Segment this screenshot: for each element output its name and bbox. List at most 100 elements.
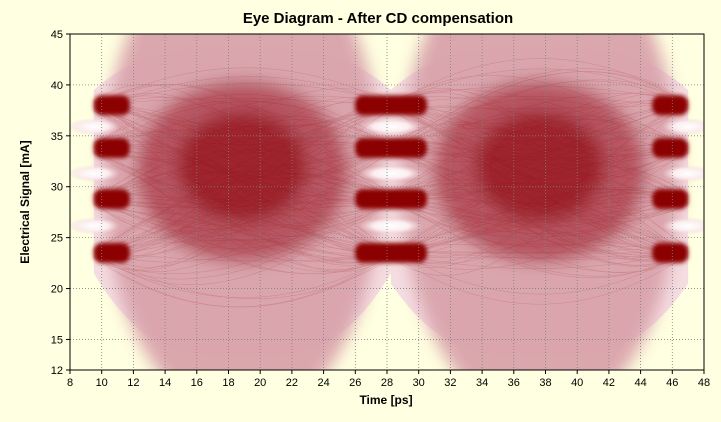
trace-line <box>93 140 392 256</box>
trace-line <box>93 191 391 251</box>
trace-line <box>390 58 689 106</box>
trace-line <box>93 102 392 214</box>
x-tick-label: 26 <box>349 377 361 389</box>
trace-line <box>93 105 392 153</box>
trace-line <box>390 71 689 152</box>
trace-line <box>390 104 689 152</box>
trace-line <box>93 151 392 270</box>
trace-line <box>93 101 392 202</box>
signal-level-1-2 <box>354 138 427 159</box>
eye-opening-2-1 <box>662 164 704 182</box>
eye-opening-0-1 <box>70 164 120 182</box>
trace-line <box>390 99 689 141</box>
trace-line <box>390 109 689 199</box>
trace-line <box>93 153 391 204</box>
trace-line <box>93 107 391 200</box>
trace-line <box>93 101 391 196</box>
x-tick-label: 22 <box>286 377 298 389</box>
trace-line <box>93 147 391 254</box>
trace-line <box>93 193 391 208</box>
trace-line <box>390 96 689 109</box>
eye-opening-0-2 <box>70 118 120 136</box>
trace-line <box>93 106 392 272</box>
signal-level-2-2 <box>652 138 689 159</box>
trace-line <box>390 148 689 266</box>
trace-line <box>93 146 391 205</box>
trace-line <box>93 204 392 274</box>
trace-line <box>93 95 392 152</box>
trace-line <box>93 98 391 107</box>
trace-line <box>390 105 689 253</box>
trace-line <box>93 111 392 208</box>
trace-line <box>390 186 689 258</box>
trace-line <box>93 97 392 258</box>
trace-line <box>93 101 392 175</box>
x-tick-label: 28 <box>381 377 393 389</box>
trace-line <box>390 150 689 201</box>
trace-line <box>390 146 689 160</box>
trace-line <box>93 143 392 215</box>
trace-line <box>93 203 391 260</box>
trace-line <box>390 142 689 250</box>
trace-line <box>93 255 392 308</box>
trace-line <box>390 108 689 205</box>
trace-line <box>390 183 689 205</box>
x-tick-label: 18 <box>222 377 234 389</box>
trace-line <box>93 248 392 299</box>
eye-density-core <box>102 34 680 370</box>
y-tick-label: 12 <box>51 365 63 377</box>
trace-line <box>93 99 392 270</box>
trace-line <box>390 164 689 256</box>
trace-line <box>390 197 689 273</box>
trace-line <box>93 83 392 108</box>
trace-line <box>390 174 689 254</box>
trace-line <box>390 195 689 257</box>
trace-line <box>93 202 391 250</box>
trace-line <box>390 103 689 276</box>
trace-line <box>390 102 689 150</box>
trace-line <box>93 198 392 249</box>
trace-line <box>93 101 392 127</box>
x-tick-label: 20 <box>254 377 266 389</box>
y-tick-label: 25 <box>51 233 63 245</box>
trace-line <box>93 67 392 107</box>
trace-line <box>93 196 392 241</box>
trace-line <box>93 101 392 205</box>
y-axis-ticks: 12 15 20 25 30 35 40 45 <box>51 29 70 377</box>
trace-line <box>390 103 689 156</box>
trace-line <box>390 103 689 257</box>
trace-line <box>93 201 392 231</box>
trace-line <box>390 103 689 109</box>
trace-line <box>93 104 392 261</box>
trace-line <box>93 150 391 248</box>
trace-line <box>390 191 689 254</box>
trace-line <box>93 173 392 251</box>
trace-line <box>390 105 689 151</box>
trace-line <box>93 198 392 257</box>
signal-level-marks <box>93 95 689 263</box>
trace-line <box>390 94 689 258</box>
trace-line <box>93 152 392 227</box>
trace-line <box>390 122 689 199</box>
trace-line <box>390 92 689 206</box>
trace-line <box>390 99 689 268</box>
trace-line <box>390 92 689 150</box>
trace-line <box>390 105 689 205</box>
trace-line <box>390 96 689 196</box>
trace-line <box>93 100 392 131</box>
trace-line <box>390 124 689 254</box>
trace-line <box>93 151 392 232</box>
trace-line <box>390 250 689 254</box>
trace-line <box>93 116 392 201</box>
x-tick-label: 46 <box>666 377 678 389</box>
trace-line <box>390 147 689 250</box>
x-tick-label: 8 <box>67 377 73 389</box>
x-tick-label: 14 <box>159 377 171 389</box>
trace-line <box>390 92 689 258</box>
trace-line <box>390 255 689 259</box>
trace-line <box>93 107 392 266</box>
trace-line <box>93 149 392 203</box>
trace-line <box>93 101 392 153</box>
eye-opening-1-1 <box>358 164 423 182</box>
trace-line <box>390 127 689 205</box>
